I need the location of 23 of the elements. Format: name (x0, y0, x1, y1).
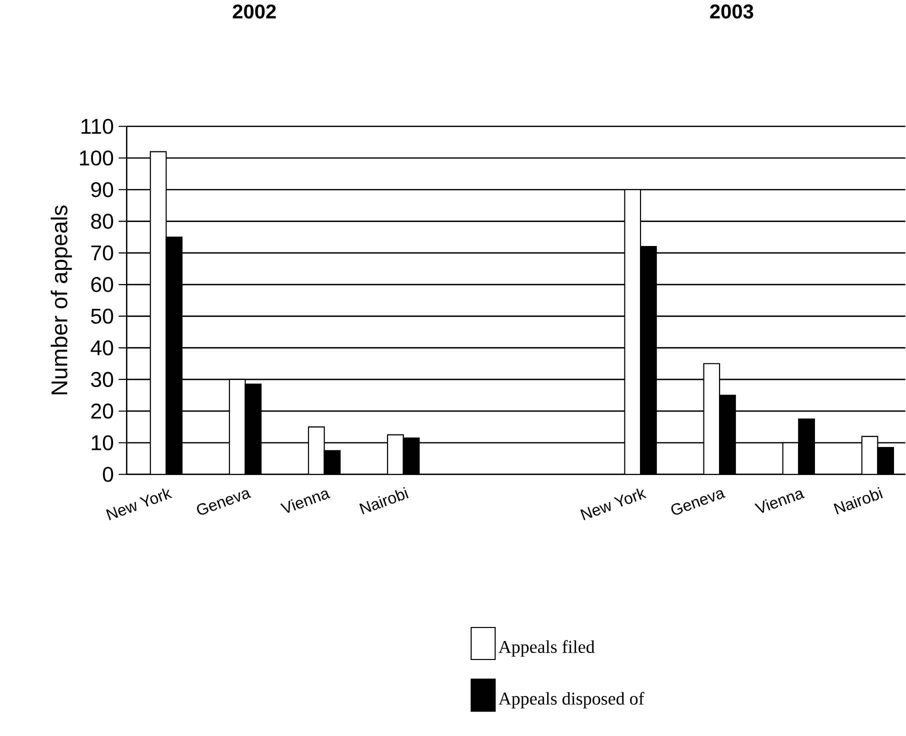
x-tick-label: New York (580, 488, 647, 520)
y-tick-label: 10 (92, 435, 114, 450)
legend-label: Appeals disposed of (498, 692, 644, 708)
y-tick-label: 50 (91, 308, 114, 324)
text: 2002 (232, 4, 276, 18)
y-tick-label: 30 (91, 372, 114, 387)
x-tick-label: Vienna (280, 490, 330, 513)
y-tick-label: 40 (90, 340, 114, 356)
text: 2003 (710, 4, 754, 18)
y-tick-label: 60 (91, 276, 114, 292)
y-tick-label: 110 (82, 118, 114, 134)
legend-label: Appeals filed (498, 640, 595, 656)
x-tick-label: New York (106, 488, 172, 520)
x-tick-label: Geneva (196, 490, 252, 514)
y-axis-title: Number of appeals (50, 205, 72, 394)
y-tick-label: 0 (102, 466, 114, 482)
y-tick-label: 20 (91, 403, 114, 418)
x-tick-label: Vienna (754, 490, 805, 513)
y-tick-label: 100 (80, 150, 114, 166)
y-tick-label: 80 (91, 214, 114, 229)
y-tick-label: 90 (91, 182, 114, 198)
x-tick-label: Geneva (671, 490, 726, 514)
y-tick-label: 70 (91, 245, 114, 260)
